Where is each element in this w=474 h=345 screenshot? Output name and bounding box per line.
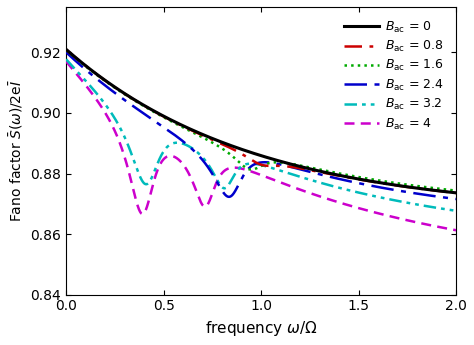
$B_{\mathrm{ac}}$ = 2.4 xyxy=(446,196,451,200)
Line: $B_{\mathrm{ac}}$ = 0: $B_{\mathrm{ac}}$ = 0 xyxy=(66,49,456,193)
$B_{\mathrm{ac}}$ = 4 xyxy=(108,120,113,125)
Line: $B_{\mathrm{ac}}$ = 1.6: $B_{\mathrm{ac}}$ = 1.6 xyxy=(66,50,456,190)
$B_{\mathrm{ac}}$ = 4 xyxy=(453,228,459,232)
Line: $B_{\mathrm{ac}}$ = 4: $B_{\mathrm{ac}}$ = 4 xyxy=(66,61,456,230)
$B_{\mathrm{ac}}$ = 0 xyxy=(213,138,219,142)
Legend: $B_{\mathrm{ac}}$ = 0, $B_{\mathrm{ac}}$ = 0.8, $B_{\mathrm{ac}}$ = 1.6, $B_{\ma: $B_{\mathrm{ac}}$ = 0, $B_{\mathrm{ac}}$… xyxy=(337,13,450,138)
$B_{\mathrm{ac}}$ = 4 xyxy=(131,189,137,193)
Line: $B_{\mathrm{ac}}$ = 3.2: $B_{\mathrm{ac}}$ = 3.2 xyxy=(66,59,456,211)
$B_{\mathrm{ac}}$ = 3.2 xyxy=(403,200,409,205)
$B_{\mathrm{ac}}$ = 0 xyxy=(453,191,459,195)
$B_{\mathrm{ac}}$ = 0 xyxy=(108,82,113,86)
$B_{\mathrm{ac}}$ = 2.4 xyxy=(108,88,113,92)
$B_{\mathrm{ac}}$ = 1.6 xyxy=(446,188,451,192)
$B_{\mathrm{ac}}$ = 2.4 xyxy=(131,105,137,109)
$B_{\mathrm{ac}}$ = 1.6 xyxy=(403,183,409,187)
$B_{\mathrm{ac}}$ = 3.2 xyxy=(108,110,113,114)
$B_{\mathrm{ac}}$ = 0.8 xyxy=(213,139,219,143)
$B_{\mathrm{ac}}$ = 0 xyxy=(131,97,137,101)
$B_{\mathrm{ac}}$ = 0.8 xyxy=(403,185,409,189)
$B_{\mathrm{ac}}$ = 0 xyxy=(446,190,451,194)
$B_{\mathrm{ac}}$ = 2.4 xyxy=(403,190,409,194)
$B_{\mathrm{ac}}$ = 3.2 xyxy=(213,175,219,179)
$B_{\mathrm{ac}}$ = 0 xyxy=(63,47,69,51)
Y-axis label: Fano factor $\bar{S}(\omega)$/2e$\bar{I}$: Fano factor $\bar{S}(\omega)$/2e$\bar{I}… xyxy=(7,79,25,222)
$B_{\mathrm{ac}}$ = 2.4 xyxy=(213,177,219,181)
$B_{\mathrm{ac}}$ = 0.8 xyxy=(63,47,69,51)
$B_{\mathrm{ac}}$ = 1.6 xyxy=(108,83,113,87)
$B_{\mathrm{ac}}$ = 0.8 xyxy=(230,147,236,151)
$B_{\mathrm{ac}}$ = 1.6 xyxy=(131,98,137,102)
X-axis label: frequency $\omega/\Omega$: frequency $\omega/\Omega$ xyxy=(205,319,318,338)
$B_{\mathrm{ac}}$ = 0 xyxy=(230,144,236,148)
$B_{\mathrm{ac}}$ = 4 xyxy=(446,227,451,231)
$B_{\mathrm{ac}}$ = 3.2 xyxy=(230,176,236,180)
$B_{\mathrm{ac}}$ = 4 xyxy=(230,166,236,170)
$B_{\mathrm{ac}}$ = 3.2 xyxy=(453,209,459,213)
$B_{\mathrm{ac}}$ = 3.2 xyxy=(63,57,69,61)
$B_{\mathrm{ac}}$ = 4 xyxy=(403,218,409,222)
Line: $B_{\mathrm{ac}}$ = 0.8: $B_{\mathrm{ac}}$ = 0.8 xyxy=(66,49,456,193)
$B_{\mathrm{ac}}$ = 4 xyxy=(63,59,69,63)
$B_{\mathrm{ac}}$ = 1.6 xyxy=(63,48,69,52)
$B_{\mathrm{ac}}$ = 3.2 xyxy=(446,208,451,212)
$B_{\mathrm{ac}}$ = 0.8 xyxy=(446,190,451,194)
$B_{\mathrm{ac}}$ = 1.6 xyxy=(213,142,219,147)
$B_{\mathrm{ac}}$ = 1.6 xyxy=(453,188,459,193)
Line: $B_{\mathrm{ac}}$ = 2.4: $B_{\mathrm{ac}}$ = 2.4 xyxy=(66,52,456,199)
$B_{\mathrm{ac}}$ = 0 xyxy=(403,185,409,189)
$B_{\mathrm{ac}}$ = 2.4 xyxy=(63,50,69,54)
$B_{\mathrm{ac}}$ = 0.8 xyxy=(453,191,459,195)
$B_{\mathrm{ac}}$ = 3.2 xyxy=(131,158,137,162)
$B_{\mathrm{ac}}$ = 4 xyxy=(213,183,219,187)
$B_{\mathrm{ac}}$ = 0.8 xyxy=(108,82,113,86)
$B_{\mathrm{ac}}$ = 2.4 xyxy=(230,193,236,197)
$B_{\mathrm{ac}}$ = 0.8 xyxy=(131,97,137,101)
$B_{\mathrm{ac}}$ = 2.4 xyxy=(453,197,459,201)
$B_{\mathrm{ac}}$ = 1.6 xyxy=(230,154,236,158)
